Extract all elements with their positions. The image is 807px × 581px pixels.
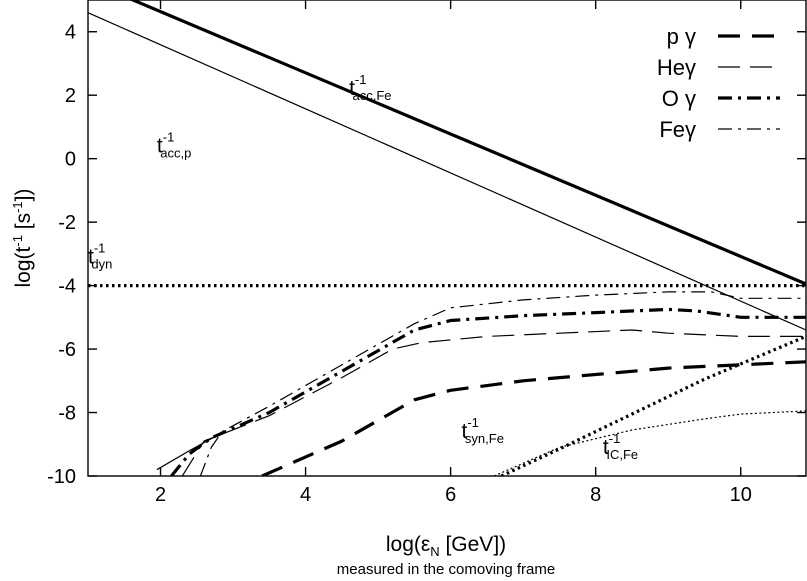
legend-label: Heγ (657, 55, 696, 80)
plot-frame (87, 0, 807, 477)
y-tick-label: 2 (65, 85, 76, 107)
y-tick-label: -6 (58, 339, 76, 361)
legend-label: p γ (667, 24, 696, 49)
y-tick-label: 0 (65, 149, 76, 171)
series-line-t-syn-fe (500, 334, 806, 476)
x-axis-title: log(εN [GeV]) (386, 533, 506, 559)
x-tick-label: 2 (155, 484, 166, 506)
x-tick-label: 10 (730, 484, 752, 506)
legend-label: Feγ (659, 117, 696, 142)
x-tick-label: 6 (445, 484, 456, 506)
series-line-he- (181, 329, 806, 476)
curve-label-ic-fe: t-1 IC,Fe (603, 431, 638, 462)
curve-label-dyn: t-1 dyn (88, 240, 112, 271)
curve-label-syn-fe: t-1 syn,Fe (462, 415, 504, 446)
series-line-fe- (199, 291, 806, 476)
series-line-t-acc-p (88, 12, 806, 331)
curve-label-acc-fe: t-1 acc,Fe (349, 72, 391, 103)
legend-label: O γ (662, 86, 696, 111)
y-tick-label: -10 (47, 466, 76, 488)
curve-label-acc-p: t-1 acc,p (157, 129, 191, 160)
y-tick-label: 4 (65, 22, 76, 44)
series-line-p- (261, 360, 806, 476)
series-line-gamma-tail (156, 434, 219, 471)
y-axis-title: log(t-1 [s-1]) (10, 189, 35, 288)
series-line-t-acc-fe (128, 0, 806, 286)
x-tick-label: 4 (300, 484, 311, 506)
y-tick-label: -2 (58, 212, 76, 234)
x-axis-caption: measured in the comoving frame (337, 561, 555, 578)
series-line-t-ic-fe (493, 410, 806, 476)
series-line-o- (170, 307, 806, 476)
y-tick-label: -8 (58, 403, 76, 425)
y-tick-label: -4 (58, 276, 76, 298)
x-tick-label: 8 (590, 484, 601, 506)
